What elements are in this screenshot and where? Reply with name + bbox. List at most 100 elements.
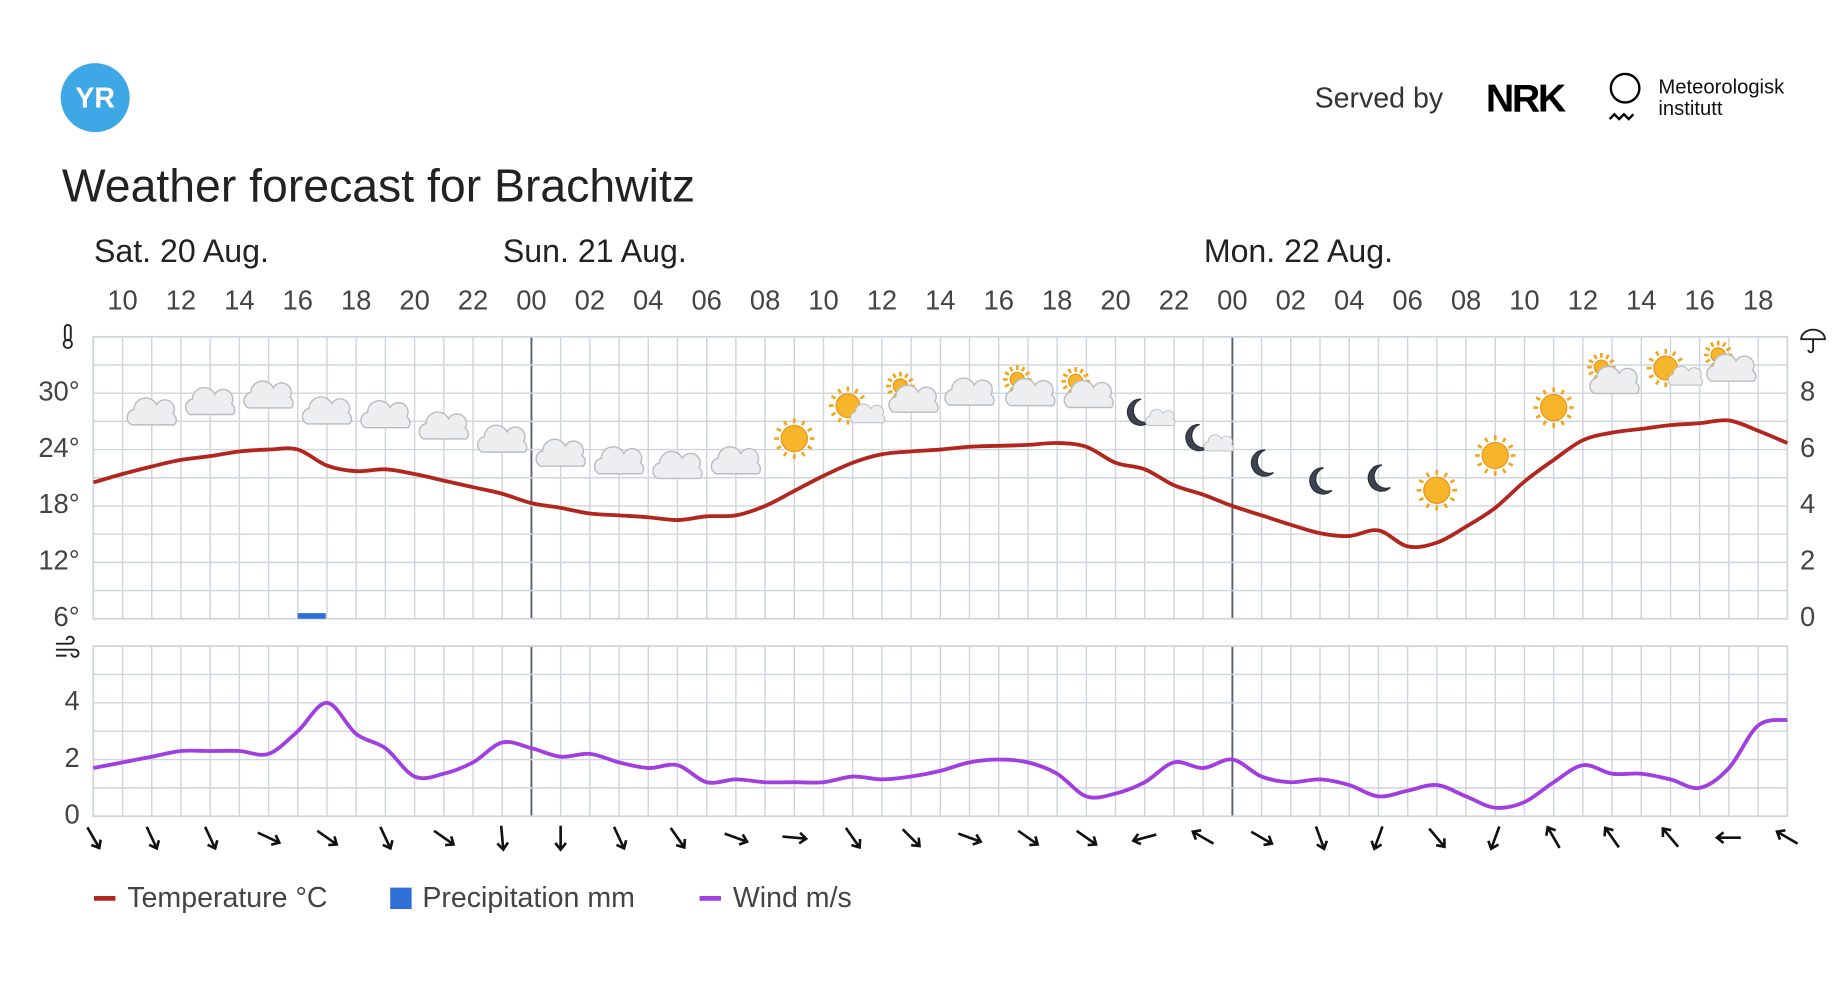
x-tick-label: 12 [867,285,897,316]
sun-ray [1566,396,1572,401]
sun-ray [1542,420,1548,426]
sun-ray [1604,354,1610,360]
weather-symbol [1416,470,1458,511]
sun-ray [904,373,909,379]
weather-symbol [1646,349,1704,388]
cloud [1203,434,1234,452]
cloud [184,386,236,416]
grid [92,336,1789,620]
yr-logo[interactable] [60,63,130,133]
bar [297,613,326,619]
line [92,418,1789,550]
sun-ray [1484,468,1489,474]
sun-ray [1484,437,1489,443]
x-tick-label: 08 [1451,285,1481,316]
met-logo-wave [1608,112,1635,121]
x-tick-label: 02 [1276,285,1306,316]
sun [780,424,808,453]
cloud [360,400,411,429]
weather-symbol [301,396,353,425]
sun-ray [1004,371,1010,376]
x-tick-label: 02 [575,285,605,316]
legend-swatch [390,887,412,910]
weather-symbol [1587,352,1640,395]
sun-ray [1449,479,1456,484]
weather-symbol [535,438,586,467]
sun-ray [837,417,842,423]
x-tick-label: 16 [1684,285,1714,316]
wind-arrow [496,825,510,852]
plot-frame [92,645,1789,818]
sun-ray [830,394,837,400]
weather-symbol [944,377,995,406]
y-tick-label: 30° [38,375,79,406]
x-tick-label: 16 [984,285,1014,316]
sun-ray [1721,341,1727,348]
sun-ray [1079,368,1084,374]
x-tick-label: 06 [691,285,721,316]
wind-arrow [86,826,102,850]
sun-ray [1648,374,1655,379]
sun-ray [800,420,806,426]
sun-ray [1566,414,1572,419]
page-title: Weather forecast for Brachwitz [62,160,695,212]
x-tick-label: 20 [399,285,429,316]
sun-ray [1677,357,1683,363]
sun-ray [783,451,788,457]
x-tick-label: 04 [1334,285,1364,316]
umbrella-icon [1800,328,1826,354]
y2-tick-label: 4 [1800,488,1815,519]
wind-arrow [1075,829,1098,847]
wind-arrow [724,832,749,846]
weather-symbol [1002,365,1056,407]
wind-arrow [1250,830,1274,847]
sun [1539,393,1568,422]
wind-arrow [669,827,687,850]
sun-ray [892,373,897,379]
sun-ray [853,388,859,394]
y-tick-label: 6° [54,601,80,632]
weather-symbol [1126,398,1176,427]
x-tick-label: 04 [633,285,663,316]
x-tick-label: 12 [166,285,196,316]
day-label: Sat. 20 Aug. [94,233,269,269]
cloud [535,438,586,467]
sun-ray [1588,358,1594,364]
nrk-logo[interactable]: NRK [1486,77,1568,121]
sun-ray [1443,472,1449,478]
wind-icon [55,635,80,658]
sun-ray [1705,346,1711,352]
line [92,700,1788,810]
wind-arrow [1487,826,1501,851]
wind-arrow [1775,829,1799,845]
moon [1250,449,1274,477]
x-tick-label: 18 [341,285,371,316]
sun-ray [1560,389,1565,395]
sun-ray [1501,468,1507,474]
cloud [1667,365,1704,386]
sun [1481,441,1509,470]
weather-symbol [1309,467,1333,495]
weather-symbol [652,450,703,480]
wind-arrow [145,826,161,851]
wind-arrow [1661,826,1680,848]
sun-ray [837,388,842,394]
moon [1309,467,1333,495]
weather-symbol [774,418,815,459]
wind-arrow [257,831,282,847]
legend-label: Temperature °C [127,882,327,914]
wind-arrow [612,826,628,851]
weather-symbol [1703,340,1757,382]
weather-symbol [710,446,762,475]
plot-frame [92,335,1789,620]
wind-arrow [379,826,394,851]
weather-symbol [1061,367,1114,409]
y2-tick-label: 8 [1800,375,1815,406]
cloud [418,411,469,440]
thermometer-icon [62,323,73,350]
wind-arrow [782,831,809,845]
sun-ray [1083,373,1089,378]
weather-symbol [126,397,177,426]
sun-ray [1449,496,1456,502]
x-tick-label: 12 [1568,285,1598,316]
